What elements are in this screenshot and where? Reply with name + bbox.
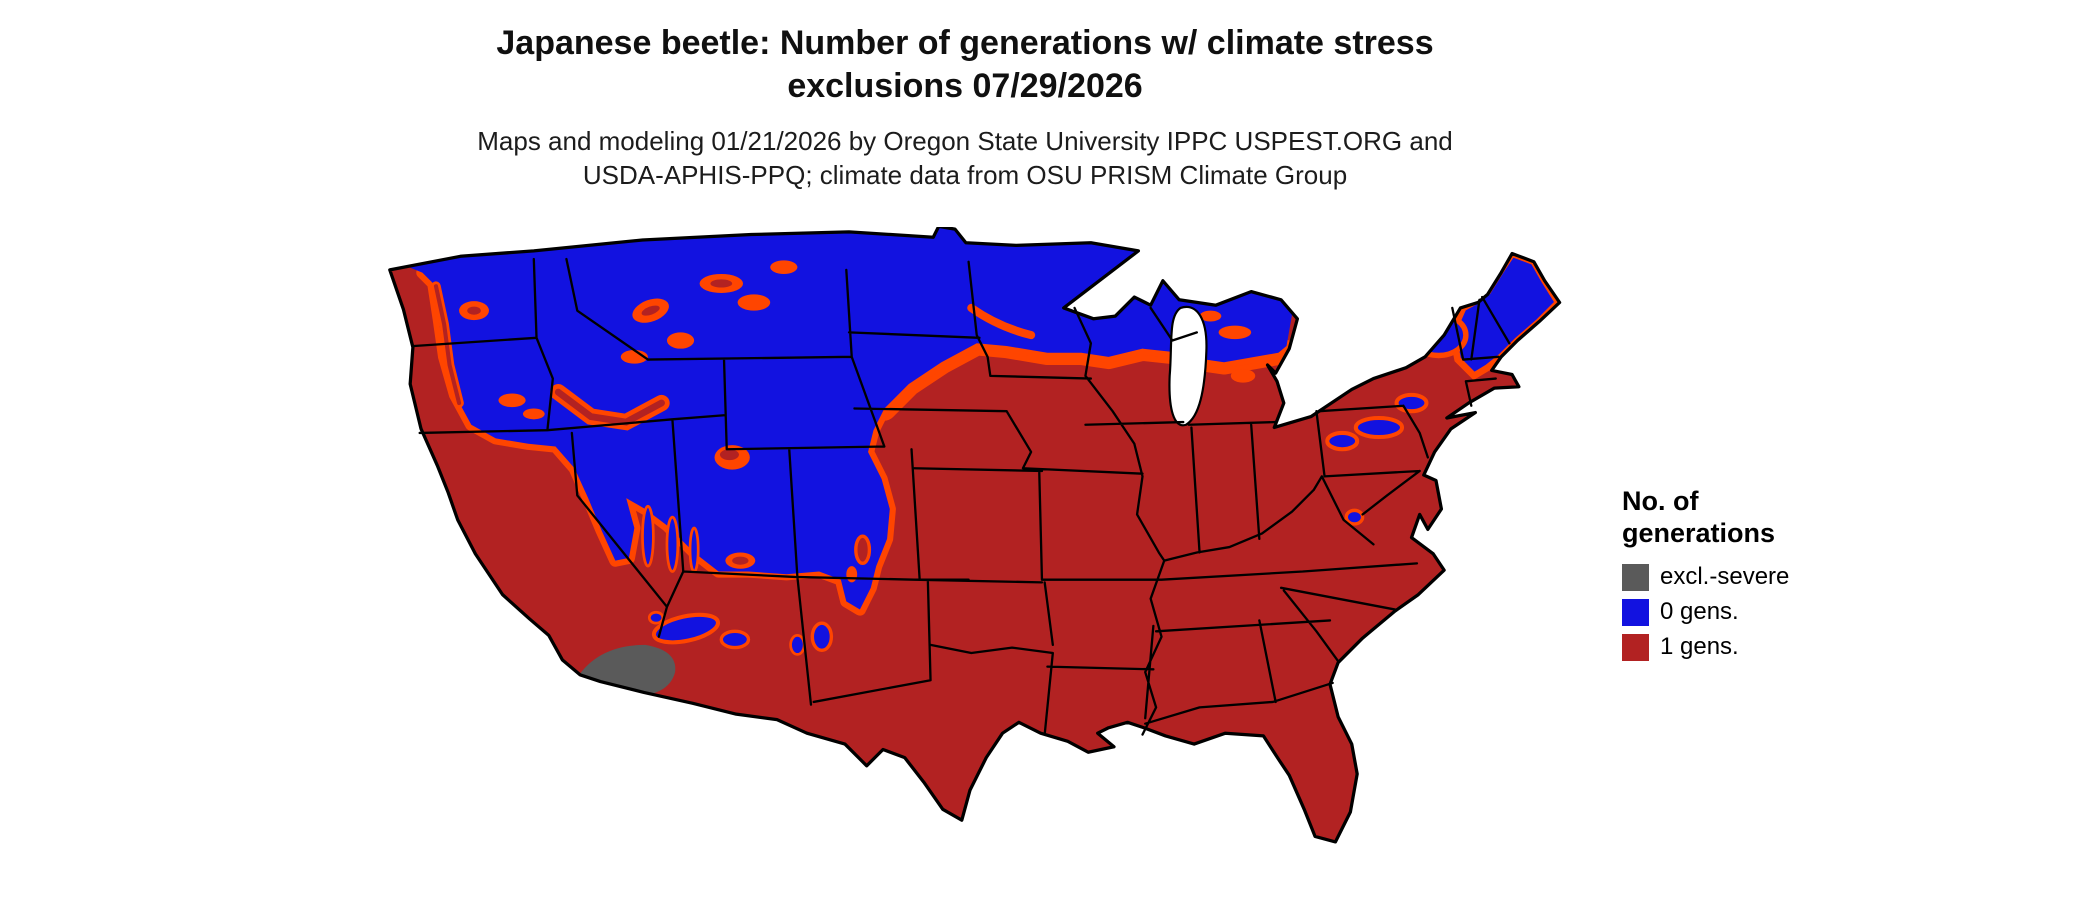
legend-item: excl.-severe [1622, 563, 1882, 591]
legend-label-one-gen: 1 gens. [1660, 633, 1739, 661]
page-title-line1: Japanese beetle: Number of generations w… [496, 24, 1434, 62]
colorado-valley-red [854, 534, 872, 566]
legend-swatch-exclusion [1622, 563, 1649, 591]
state-borders [413, 257, 1511, 736]
subtitle-line2: USDA-APHIS-PPQ; climate data from OSU PR… [582, 159, 1348, 190]
legend-item: 1 gens. [1622, 633, 1882, 661]
new-mexico-highland-patch [810, 621, 834, 653]
montana-valley-patch [666, 332, 695, 349]
upper-peninsula-patch [1199, 310, 1222, 322]
allegheny-plateau-patch [1353, 415, 1405, 440]
subtitle-line1: Maps and modeling 01/21/2026 by Oregon S… [477, 125, 1453, 156]
lower-michigan-patch [1230, 369, 1256, 383]
allegheny-plateau-patch [1325, 430, 1360, 452]
legend-title: No. of generations [1622, 486, 1882, 550]
legend-title-line1: No. of [1622, 486, 1699, 516]
montana-valley-red [641, 305, 660, 316]
upper-peninsula-patch [1218, 325, 1252, 340]
new-mexico-highland-patch [789, 634, 806, 656]
montana-plains-red [710, 279, 733, 288]
figure-header: Japanese beetle: Number of generations w… [0, 22, 1930, 192]
colorado-valley-transition [846, 566, 858, 583]
legend-swatch-one-gen [1622, 633, 1649, 661]
nevada-ridge-stripe [665, 515, 680, 573]
us-map [388, 227, 1562, 844]
climate-regions [389, 227, 1560, 842]
salt-lake-valley-red [719, 449, 739, 461]
region-zero-generations [389, 227, 1298, 610]
map-legend: No. of generations excl.-severe 0 gens. … [1622, 486, 1882, 669]
northern-new-england-patch [1448, 249, 1560, 381]
nevada-ridge-stripe [641, 504, 655, 568]
legend-title-line2: generations [1622, 517, 1776, 548]
se-oregon-patch [498, 393, 526, 408]
legend-swatch-zero-gens [1622, 598, 1649, 626]
legend-label-exclusion: excl.-severe [1660, 563, 1790, 591]
white-mountains-patch [719, 629, 751, 650]
snake-plain-red [554, 388, 665, 426]
page-title-line2: exclusions 07/29/2026 [787, 66, 1143, 105]
legend-label-zero-gens: 0 gens. [1660, 598, 1739, 626]
montana-valley-patch [620, 350, 648, 364]
lake-michigan [1168, 305, 1208, 427]
west-virginia-highland-patch [1344, 508, 1365, 526]
se-oregon-patch [522, 408, 545, 420]
montana-plains-patch [737, 294, 771, 311]
columbia-basin-red [467, 306, 481, 315]
sw-utah-red [732, 556, 749, 565]
minnesota-transition-arc [967, 303, 1036, 340]
legend-item: 0 gens. [1622, 598, 1882, 626]
catskills-patch [1394, 392, 1429, 414]
nevada-ridge-stripe [688, 526, 700, 573]
san-francisco-peaks-patch [647, 610, 665, 625]
mogollon-rim-patch [651, 612, 721, 645]
map-canvas [330, 227, 1580, 897]
us-outline [388, 227, 1562, 844]
milk-river-patch [770, 260, 798, 274]
figure-subtitle: Maps and modeling 01/21/2026 by Oregon S… [0, 124, 1930, 193]
